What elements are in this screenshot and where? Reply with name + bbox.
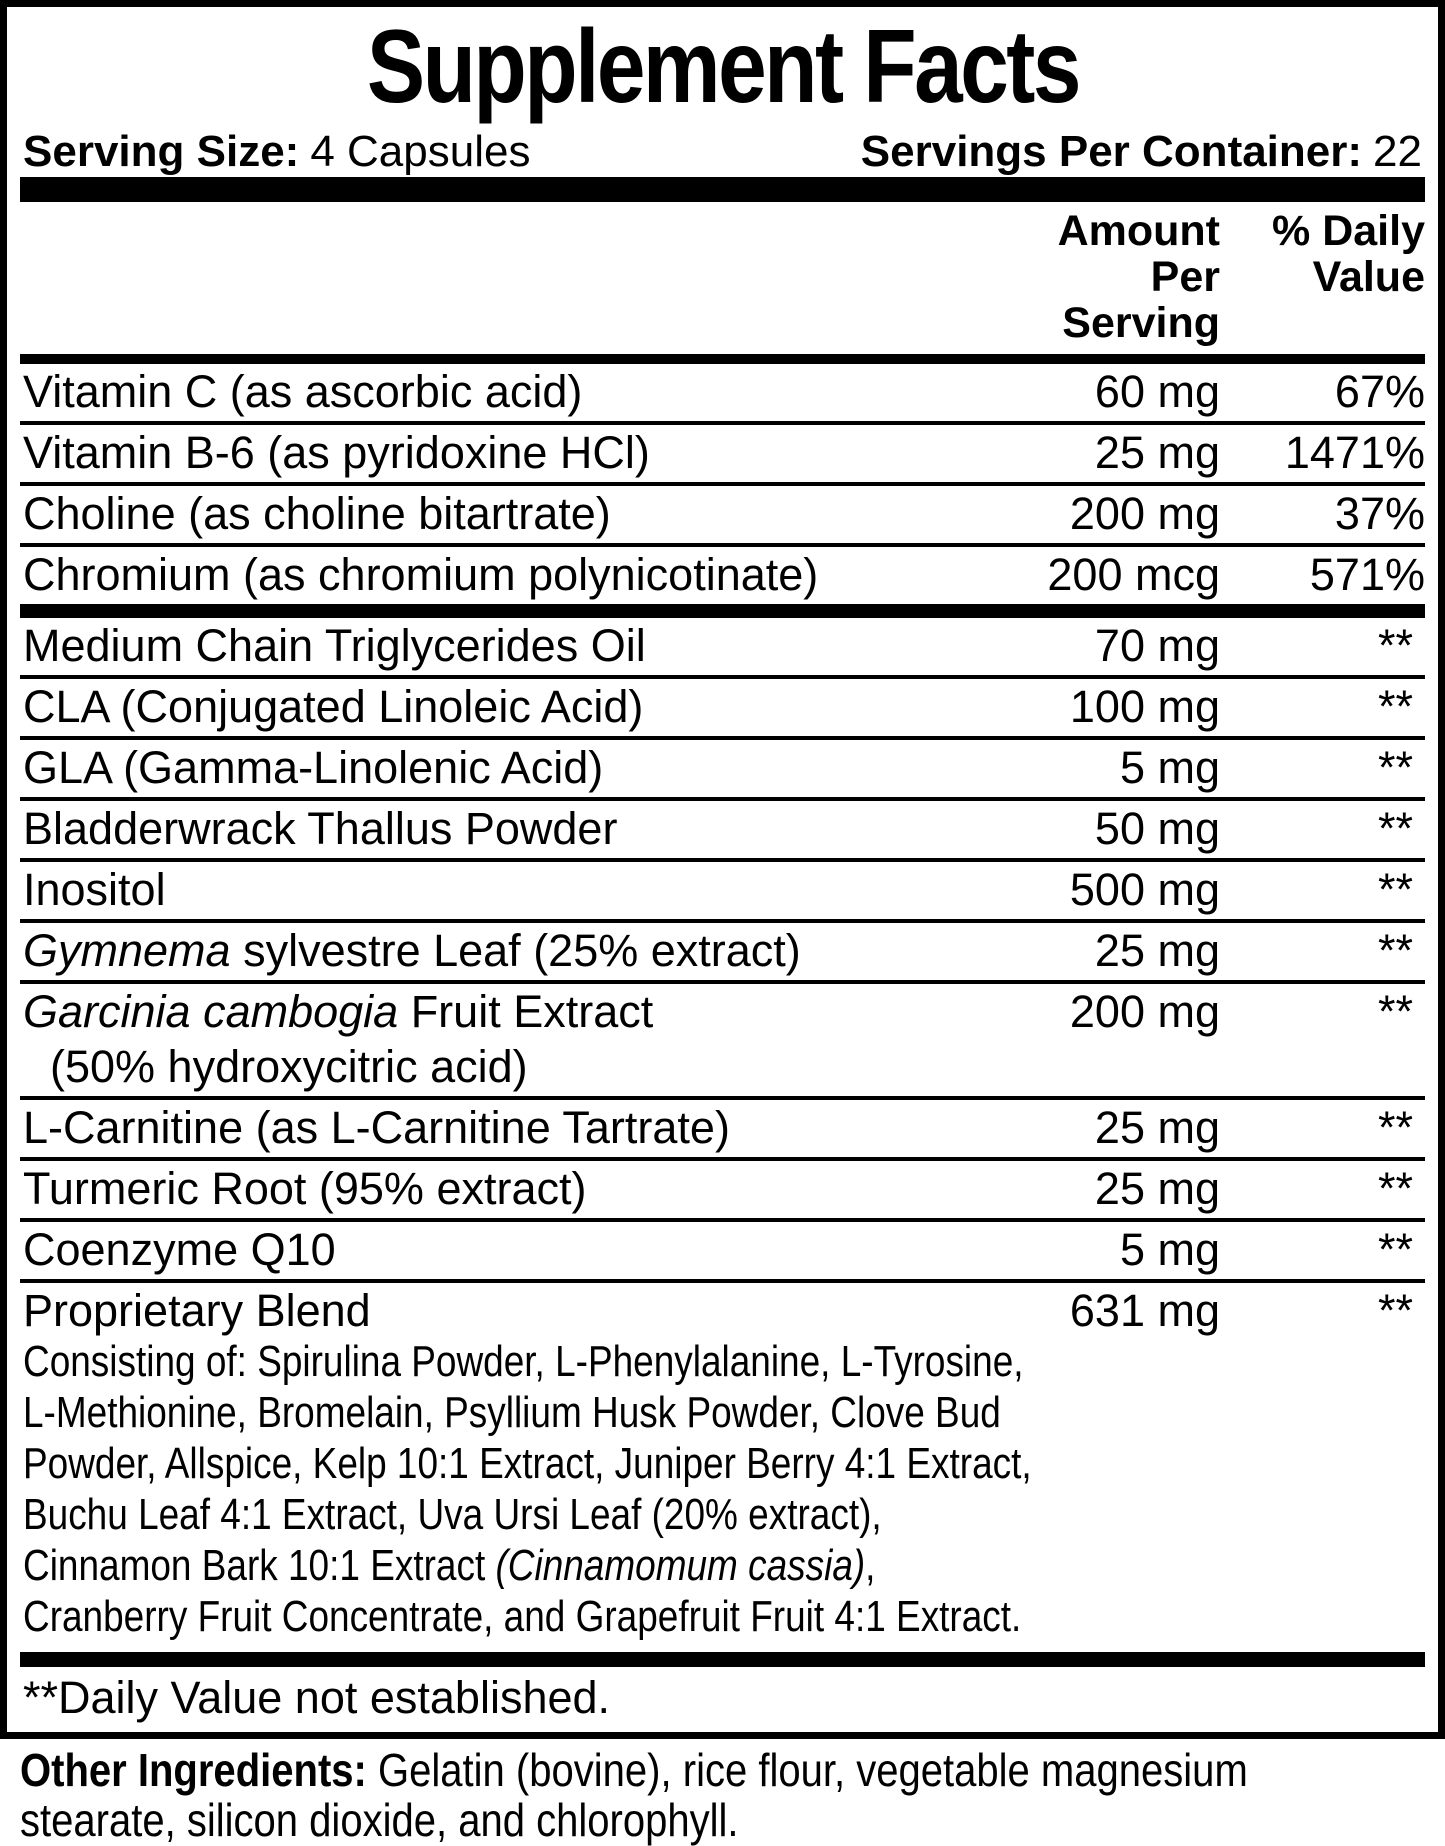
amount-value: 200 mg — [1069, 488, 1220, 539]
serving-info: Serving Size: 4 Capsules Servings Per Con… — [20, 127, 1425, 177]
daily-value: ** — [1377, 986, 1413, 1037]
table-row: Turmeric Root (95% extract) 25 mg ** — [20, 1161, 1425, 1222]
daily-value: ** — [1377, 620, 1413, 671]
proprietary-blend-description: Consisting of: Spirulina Powder, L-Pheny… — [20, 1336, 1425, 1648]
ingredient-name: Vitamin B-6 (as pyridoxine HCl) — [23, 427, 650, 478]
ingredient-name: Bladderwrack Thallus Powder — [23, 803, 618, 854]
label-title-text: Supplement Facts — [366, 9, 1081, 125]
daily-value: ** — [1377, 1163, 1413, 1214]
daily-value: 67% — [1334, 366, 1425, 417]
amount-header-line1: Amount Per — [1057, 207, 1220, 301]
daily-value-header: % Daily Value — [1220, 208, 1425, 346]
ingredient-name: Inositol — [23, 864, 166, 915]
dv-header-line1: % Daily — [1272, 207, 1425, 255]
ingredient-name: Turmeric Root (95% extract) — [23, 1163, 587, 1214]
table-row: CLA (Conjugated Linoleic Acid) 100 mg ** — [20, 679, 1425, 740]
daily-value: 37% — [1334, 488, 1425, 539]
serving-size: Serving Size: 4 Capsules — [23, 127, 530, 177]
amount-value: 60 mg — [1094, 366, 1220, 417]
table-row: Garcinia cambogia Fruit Extract (50% hydr… — [20, 984, 1425, 1100]
amount-value: 25 mg — [1094, 1163, 1220, 1214]
ingredient-name-line2: (50% hydroxycitric acid) — [50, 1041, 528, 1092]
table-row: Proprietary Blend 631 mg ** — [20, 1283, 1425, 1336]
amount-value: 5 mg — [1119, 1224, 1220, 1275]
daily-value: ** — [1377, 1102, 1413, 1153]
label-title: Supplement Facts — [20, 13, 1425, 125]
amount-value: 200 mcg — [1047, 549, 1220, 600]
daily-value: ** — [1377, 864, 1413, 915]
other-ingredients-line1: Other Ingredients: Gelatin (bovine), ric… — [20, 1745, 1260, 1795]
amount-per-serving-header: Amount Per Serving — [990, 208, 1220, 346]
table-row: Inositol 500 mg ** — [20, 862, 1425, 923]
ingredient-name: Gymnema sylvestre Leaf (25% extract) — [23, 925, 801, 976]
daily-value: 1471% — [1284, 427, 1425, 478]
amount-value: 25 mg — [1094, 427, 1220, 478]
table-row: Choline (as choline bitartrate) 200 mg 37% — [20, 486, 1425, 547]
table-row: GLA (Gamma-Linolenic Acid) 5 mg ** — [20, 740, 1425, 801]
dv-header-line2: Value — [1312, 253, 1425, 301]
amount-value: 70 mg — [1094, 620, 1220, 671]
daily-value: ** — [1377, 1224, 1413, 1275]
amount-value: 200 mg — [1069, 986, 1220, 1037]
proprietary-blend-description-line: L-Methionine, Bromelain, Psyllium Husk P… — [23, 1388, 1001, 1437]
amount-value: 500 mg — [1069, 864, 1220, 915]
supplement-facts-label: Supplement Facts Serving Size: 4 Capsules… — [0, 0, 1445, 1739]
ingredient-name: Chromium (as chromium polynicotinate) — [23, 549, 819, 600]
servings-per-container-label: Servings Per Container: — [860, 127, 1363, 176]
table-row: Chromium (as chromium polynicotinate) 200… — [20, 547, 1425, 618]
servings-per-container-value: 22 — [1373, 127, 1422, 176]
ingredient-name: Proprietary Blend — [23, 1285, 371, 1336]
footnote: **Daily Value not established. — [23, 1672, 611, 1723]
table-row: Coenzyme Q10 5 mg ** — [20, 1222, 1425, 1283]
ingredient-name: CLA (Conjugated Linoleic Acid) — [23, 681, 644, 732]
daily-value: ** — [1377, 742, 1413, 793]
ingredient-table: Vitamin C (as ascorbic acid) 60 mg 67% Vita… — [20, 364, 1425, 1648]
divider-thick-top — [20, 177, 1425, 202]
proprietary-blend-description-line: Buchu Leaf 4:1 Extract, Uva Ursi Leaf (2… — [23, 1490, 882, 1539]
daily-value: ** — [1377, 803, 1413, 854]
daily-value: ** — [1377, 681, 1413, 732]
divider-medium-header — [20, 354, 1425, 364]
proprietary-blend-description-line: Cinnamon Bark 10:1 Extract (Cinnamomum c… — [23, 1541, 876, 1590]
ingredient-name: L-Carnitine (as L-Carnitine Tartrate) — [23, 1102, 730, 1153]
daily-value: ** — [1377, 1285, 1413, 1336]
table-row: Medium Chain Triglycerides Oil 70 mg ** — [20, 618, 1425, 679]
amount-value: 5 mg — [1119, 742, 1220, 793]
serving-size-label: Serving Size: — [23, 127, 300, 176]
amount-value: 100 mg — [1069, 681, 1220, 732]
amount-value: 25 mg — [1094, 925, 1220, 976]
divider-footnote — [20, 1652, 1425, 1667]
amount-value: 50 mg — [1094, 803, 1220, 854]
ingredient-name: Medium Chain Triglycerides Oil — [23, 620, 646, 671]
table-row: Vitamin C (as ascorbic acid) 60 mg 67% — [20, 364, 1425, 425]
other-ingredients-line2: stearate, silicon dioxide, and chlorophy… — [20, 1794, 739, 1846]
proprietary-blend-description-line: Consisting of: Spirulina Powder, L-Pheny… — [23, 1337, 1024, 1386]
other-ingredients-text1: Gelatin (bovine), rice flour, vegetable … — [366, 1744, 1248, 1796]
column-headers: Amount Per Serving % Daily Value — [20, 202, 1425, 354]
ingredient-name: Garcinia cambogia Fruit Extract (50% hydr… — [20, 989, 990, 1089]
serving-size-value: 4 Capsules — [310, 127, 531, 176]
other-ingredients-label: Other Ingredients: — [20, 1744, 367, 1796]
proprietary-blend-description-line: Cranberry Fruit Concentrate, and Grapefr… — [23, 1592, 1022, 1641]
amount-value: 25 mg — [1094, 1102, 1220, 1153]
amount-header-line2: Serving — [1062, 299, 1220, 347]
ingredient-name: Coenzyme Q10 — [23, 1224, 336, 1275]
amount-value: 631 mg — [1069, 1285, 1220, 1336]
proprietary-blend-description-line: Powder, Allspice, Kelp 10:1 Extract, Jun… — [23, 1439, 1032, 1488]
daily-value: 571% — [1309, 549, 1425, 600]
table-row: Bladderwrack Thallus Powder 50 mg ** — [20, 801, 1425, 862]
other-ingredients: Other Ingredients: Gelatin (bovine), ric… — [20, 1745, 1445, 1845]
column-header-spacer — [20, 208, 990, 346]
servings-per-container: Servings Per Container: 22 — [861, 127, 1422, 177]
table-row: L-Carnitine (as L-Carnitine Tartrate) 25 … — [20, 1100, 1425, 1161]
ingredient-name: GLA (Gamma-Linolenic Acid) — [23, 742, 604, 793]
daily-value: ** — [1377, 925, 1413, 976]
ingredient-name: Choline (as choline bitartrate) — [23, 488, 611, 539]
table-row: Gymnema sylvestre Leaf (25% extract) 25 m… — [20, 923, 1425, 984]
table-row: Vitamin B-6 (as pyridoxine HCl) 25 mg 1471… — [20, 425, 1425, 486]
ingredient-name: Vitamin C (as ascorbic acid) — [23, 366, 583, 417]
